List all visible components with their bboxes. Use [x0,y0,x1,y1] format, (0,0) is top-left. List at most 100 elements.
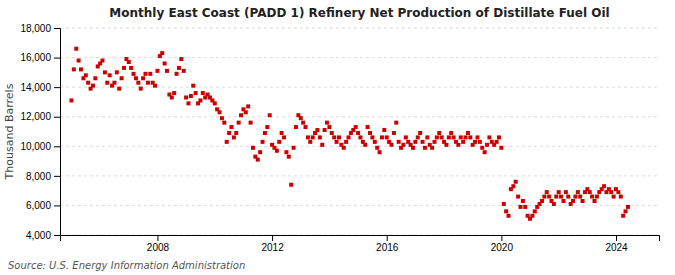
point [234,131,238,135]
grid-line [60,28,659,29]
point [318,135,322,139]
point [483,150,487,154]
point [84,73,88,77]
point [246,104,250,108]
point [222,121,226,125]
x-axis: 20082012201620202024 [61,235,660,253]
point [378,150,382,154]
point [547,195,551,199]
point [552,202,556,206]
point [621,214,625,218]
point [571,199,575,203]
y-tick-mark [54,146,60,147]
point [354,125,358,129]
y-tick-mark [54,235,60,236]
point [122,66,126,70]
point [392,131,396,135]
point [299,116,303,120]
point [564,190,568,194]
point [466,131,470,135]
point [280,131,284,135]
point [430,146,434,150]
point [366,125,370,129]
point [237,121,241,125]
point [265,125,269,129]
point [518,205,522,209]
y-tick: 16,000 [20,52,60,63]
point [189,94,193,98]
x-tick-label: 2008 [147,242,170,253]
point [263,131,267,135]
x-tick-mark [272,235,273,241]
point [105,81,109,85]
point [86,81,90,85]
point [595,195,599,199]
y-tick-mark [54,176,60,177]
point [179,57,183,61]
y-tick-label: 8,000 [26,171,51,182]
point [229,125,233,129]
points [69,47,629,221]
point [332,135,336,139]
x-tick: 2012 [261,235,284,253]
point [573,195,577,199]
point [160,51,164,55]
point [390,143,394,147]
point [578,195,582,199]
point [275,149,279,153]
grid-line [60,57,659,58]
point [287,155,291,159]
annotation: Source: U.S. Energy Information Administ… [8,260,245,271]
y-tick: 12,000 [20,111,60,122]
x-tick-label: 2016 [376,242,399,253]
point [148,72,152,76]
point [112,81,116,85]
y-tick-mark [54,205,60,206]
point [72,67,76,71]
point [268,113,272,117]
point [370,135,374,139]
point [437,131,441,135]
y-tick: 4,000 [26,230,60,241]
point [220,116,224,120]
point [213,101,217,105]
point [523,205,527,209]
point [507,214,511,218]
point [306,135,310,139]
y-tick-label: 6,000 [26,200,51,211]
point [461,140,465,144]
point [435,135,439,139]
y-axis-label: Thousand Barrels [3,83,16,180]
point [153,84,157,88]
point [251,146,255,150]
point [425,135,429,139]
grid-line [60,175,659,176]
point [289,183,293,187]
point [344,140,348,144]
point [593,199,597,203]
point [218,110,222,114]
point [134,76,138,80]
point [198,98,202,102]
y-tick: 14,000 [20,82,60,93]
y-tick-mark [54,87,60,88]
point [545,190,549,194]
y-tick: 10,000 [20,141,60,152]
x-tick-mark [157,235,158,241]
point [342,146,346,150]
point [127,60,131,64]
title: Monthly East Coast (PADD 1) Refinery Net… [109,6,609,20]
y-tick-label: 12,000 [20,111,51,122]
y-tick: 6,000 [26,200,60,211]
point [449,131,453,135]
point [277,140,281,144]
point [227,131,231,135]
point [616,190,620,194]
point [373,140,377,144]
point [609,190,613,194]
point [194,91,198,95]
point [421,140,425,144]
point [282,135,286,139]
point [101,59,105,63]
point [308,140,312,144]
